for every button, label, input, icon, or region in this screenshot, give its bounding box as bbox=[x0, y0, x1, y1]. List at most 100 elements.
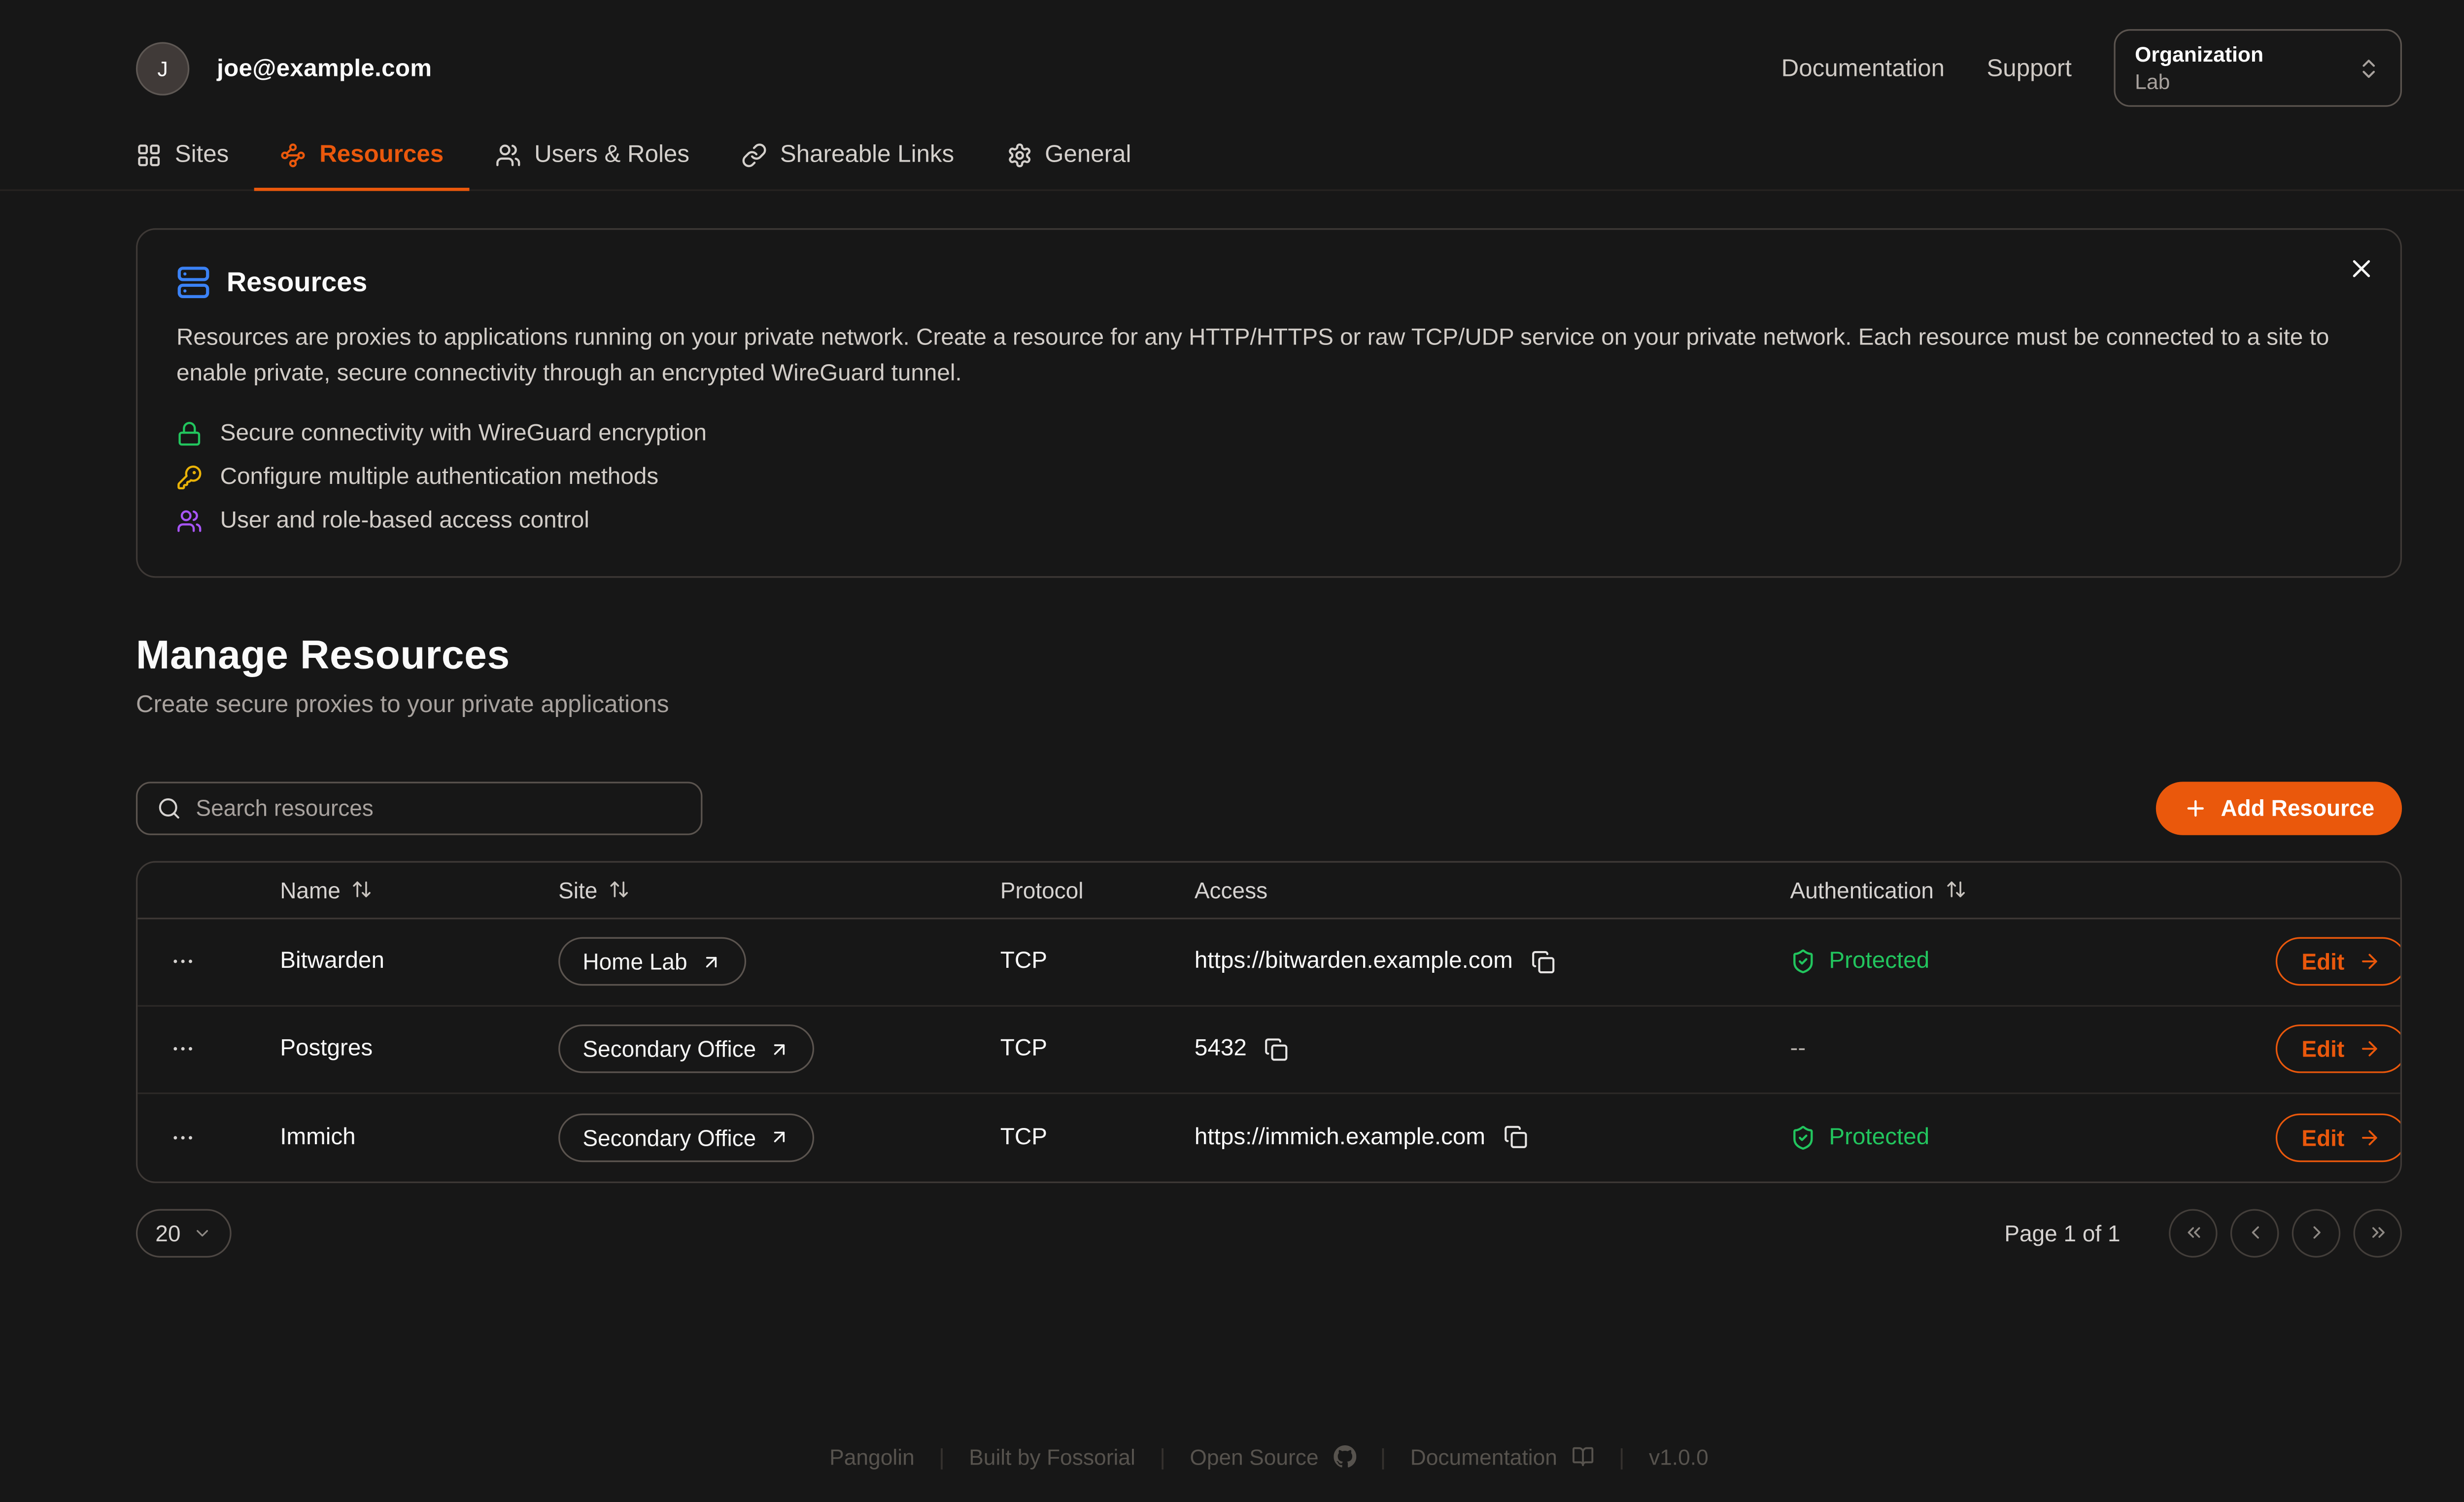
card-header: Resources bbox=[176, 266, 2361, 300]
table-row: Postgres Secondary Office TCP 5432 bbox=[137, 1007, 2400, 1094]
organization-selector[interactable]: Organization Lab bbox=[2114, 29, 2402, 107]
chevrons-left-icon bbox=[2183, 1223, 2204, 1244]
resources-info-card: Resources Resources are proxies to appli… bbox=[136, 228, 2402, 578]
table-row: Immich Secondary Office TCP https://immi… bbox=[137, 1094, 2400, 1181]
arrow-up-right-icon bbox=[700, 952, 721, 973]
close-icon[interactable] bbox=[2347, 254, 2376, 283]
arrow-up-right-icon bbox=[769, 1127, 790, 1148]
feature-item: User and role-based access control bbox=[176, 508, 2361, 534]
gear-icon bbox=[1006, 141, 1032, 168]
nav-documentation-link[interactable]: Documentation bbox=[1781, 54, 1945, 82]
edit-button[interactable]: Edit bbox=[2275, 938, 2400, 987]
previous-page-button[interactable] bbox=[2230, 1209, 2279, 1258]
column-label: Site bbox=[558, 877, 598, 903]
copy-icon[interactable] bbox=[1265, 1037, 1289, 1061]
tab-users-roles[interactable]: Users & Roles bbox=[470, 123, 716, 190]
auth-status: Protected bbox=[1790, 1125, 2224, 1151]
footer-separator: | bbox=[939, 1443, 945, 1470]
top-bar: J joe@example.com Documentation Support … bbox=[0, 0, 2464, 123]
page-size-value: 20 bbox=[155, 1220, 181, 1246]
key-icon bbox=[176, 464, 203, 490]
tab-general[interactable]: General bbox=[980, 123, 1157, 190]
edit-label: Edit bbox=[2301, 949, 2345, 975]
edit-button[interactable]: Edit bbox=[2275, 1025, 2400, 1074]
grid-icon bbox=[136, 141, 162, 168]
add-resource-label: Add Resource bbox=[2221, 795, 2375, 821]
last-page-button[interactable] bbox=[2353, 1209, 2402, 1258]
column-header-site[interactable]: Site bbox=[558, 877, 949, 903]
tab-label: Resources bbox=[319, 140, 444, 169]
plus-icon bbox=[2184, 796, 2208, 820]
book-open-icon bbox=[1572, 1445, 1595, 1468]
edit-button[interactable]: Edit bbox=[2275, 1113, 2400, 1162]
avatar[interactable]: J bbox=[136, 41, 190, 95]
column-header-protocol: Protocol bbox=[949, 877, 1143, 903]
page-subtitle: Create secure proxies to your private ap… bbox=[136, 691, 669, 719]
edit-label: Edit bbox=[2301, 1036, 2345, 1063]
footer-built-by: Built by Fossorial bbox=[969, 1444, 1135, 1469]
search-input[interactable] bbox=[196, 795, 682, 821]
shield-check-icon bbox=[1790, 1125, 1816, 1151]
avatar-initial: J bbox=[157, 56, 168, 80]
footer-version: v1.0.0 bbox=[1648, 1444, 1709, 1469]
access-value: https://bitwarden.example.com bbox=[1194, 949, 1513, 975]
site-name: Home Lab bbox=[582, 949, 687, 975]
row-menu-icon[interactable] bbox=[164, 943, 203, 982]
first-page-button[interactable] bbox=[2169, 1209, 2218, 1258]
tab-shareable-links[interactable]: Shareable Links bbox=[715, 123, 980, 190]
footer-open-source-link[interactable]: Open Source bbox=[1190, 1444, 1356, 1469]
site-link-button[interactable]: Home Lab bbox=[558, 938, 746, 987]
arrow-up-right-icon bbox=[769, 1039, 790, 1060]
footer-separator: | bbox=[1380, 1443, 1386, 1470]
footer-documentation-link[interactable]: Documentation bbox=[1410, 1444, 1595, 1469]
page-size-select[interactable]: 20 bbox=[136, 1209, 231, 1258]
arrow-right-icon bbox=[2359, 1126, 2382, 1149]
tab-label: Users & Roles bbox=[534, 140, 689, 169]
users-icon bbox=[495, 141, 521, 168]
tab-label: Sites bbox=[174, 140, 229, 169]
footer-brand: Pangolin bbox=[829, 1444, 915, 1469]
nav-support-link[interactable]: Support bbox=[1986, 54, 2072, 82]
cell-name: Immich bbox=[280, 1125, 356, 1151]
sort-icon bbox=[352, 880, 373, 901]
copy-icon[interactable] bbox=[1503, 1126, 1527, 1150]
auth-label: Protected bbox=[1829, 1125, 1930, 1151]
auth-label: Protected bbox=[1829, 949, 1930, 975]
chevron-down-icon bbox=[192, 1224, 211, 1243]
users-icon bbox=[176, 508, 203, 534]
sort-icon bbox=[1945, 880, 1966, 901]
lock-icon bbox=[176, 421, 203, 447]
column-header-name[interactable]: Name bbox=[280, 877, 507, 903]
resources-table: Name Site Protocol Access Authentication bbox=[136, 861, 2402, 1183]
tab-label: Shareable Links bbox=[780, 140, 955, 169]
pagination: 20 Page 1 of 1 bbox=[136, 1209, 2402, 1258]
cell-protocol: TCP bbox=[1000, 1036, 1048, 1063]
row-menu-icon[interactable] bbox=[164, 1030, 203, 1069]
feature-text: User and role-based access control bbox=[220, 508, 589, 534]
site-link-button[interactable]: Secondary Office bbox=[558, 1025, 815, 1074]
column-label: Access bbox=[1194, 877, 1268, 903]
tab-resources[interactable]: Resources bbox=[254, 123, 470, 191]
site-link-button[interactable]: Secondary Office bbox=[558, 1113, 815, 1162]
add-resource-button[interactable]: Add Resource bbox=[2156, 782, 2402, 835]
row-menu-icon[interactable] bbox=[164, 1118, 203, 1157]
feature-text: Secure connectivity with WireGuard encry… bbox=[220, 420, 707, 447]
cell-name: Postgres bbox=[280, 1036, 373, 1063]
arrow-right-icon bbox=[2359, 1038, 2382, 1061]
user-email[interactable]: joe@example.com bbox=[217, 54, 432, 82]
tab-sites[interactable]: Sites bbox=[110, 123, 254, 190]
column-header-authentication[interactable]: Authentication bbox=[1790, 877, 2224, 903]
server-icon bbox=[176, 266, 210, 300]
chevrons-right-icon bbox=[2367, 1223, 2388, 1244]
link-icon bbox=[741, 141, 767, 168]
top-bar-links: Documentation Support Organization Lab bbox=[1781, 29, 2402, 107]
table-row: Bitwarden Home Lab TCP https://bitwarden… bbox=[137, 919, 2400, 1007]
tab-bar: Sites Resources Users & Roles Shareable … bbox=[0, 123, 2464, 191]
auth-status: Protected bbox=[1790, 949, 2224, 975]
column-label: Name bbox=[280, 877, 341, 903]
copy-icon[interactable] bbox=[1531, 950, 1555, 974]
github-icon bbox=[1333, 1445, 1356, 1468]
chevron-left-icon bbox=[2244, 1223, 2265, 1244]
next-page-button[interactable] bbox=[2292, 1209, 2341, 1258]
column-label: Authentication bbox=[1790, 877, 1934, 903]
